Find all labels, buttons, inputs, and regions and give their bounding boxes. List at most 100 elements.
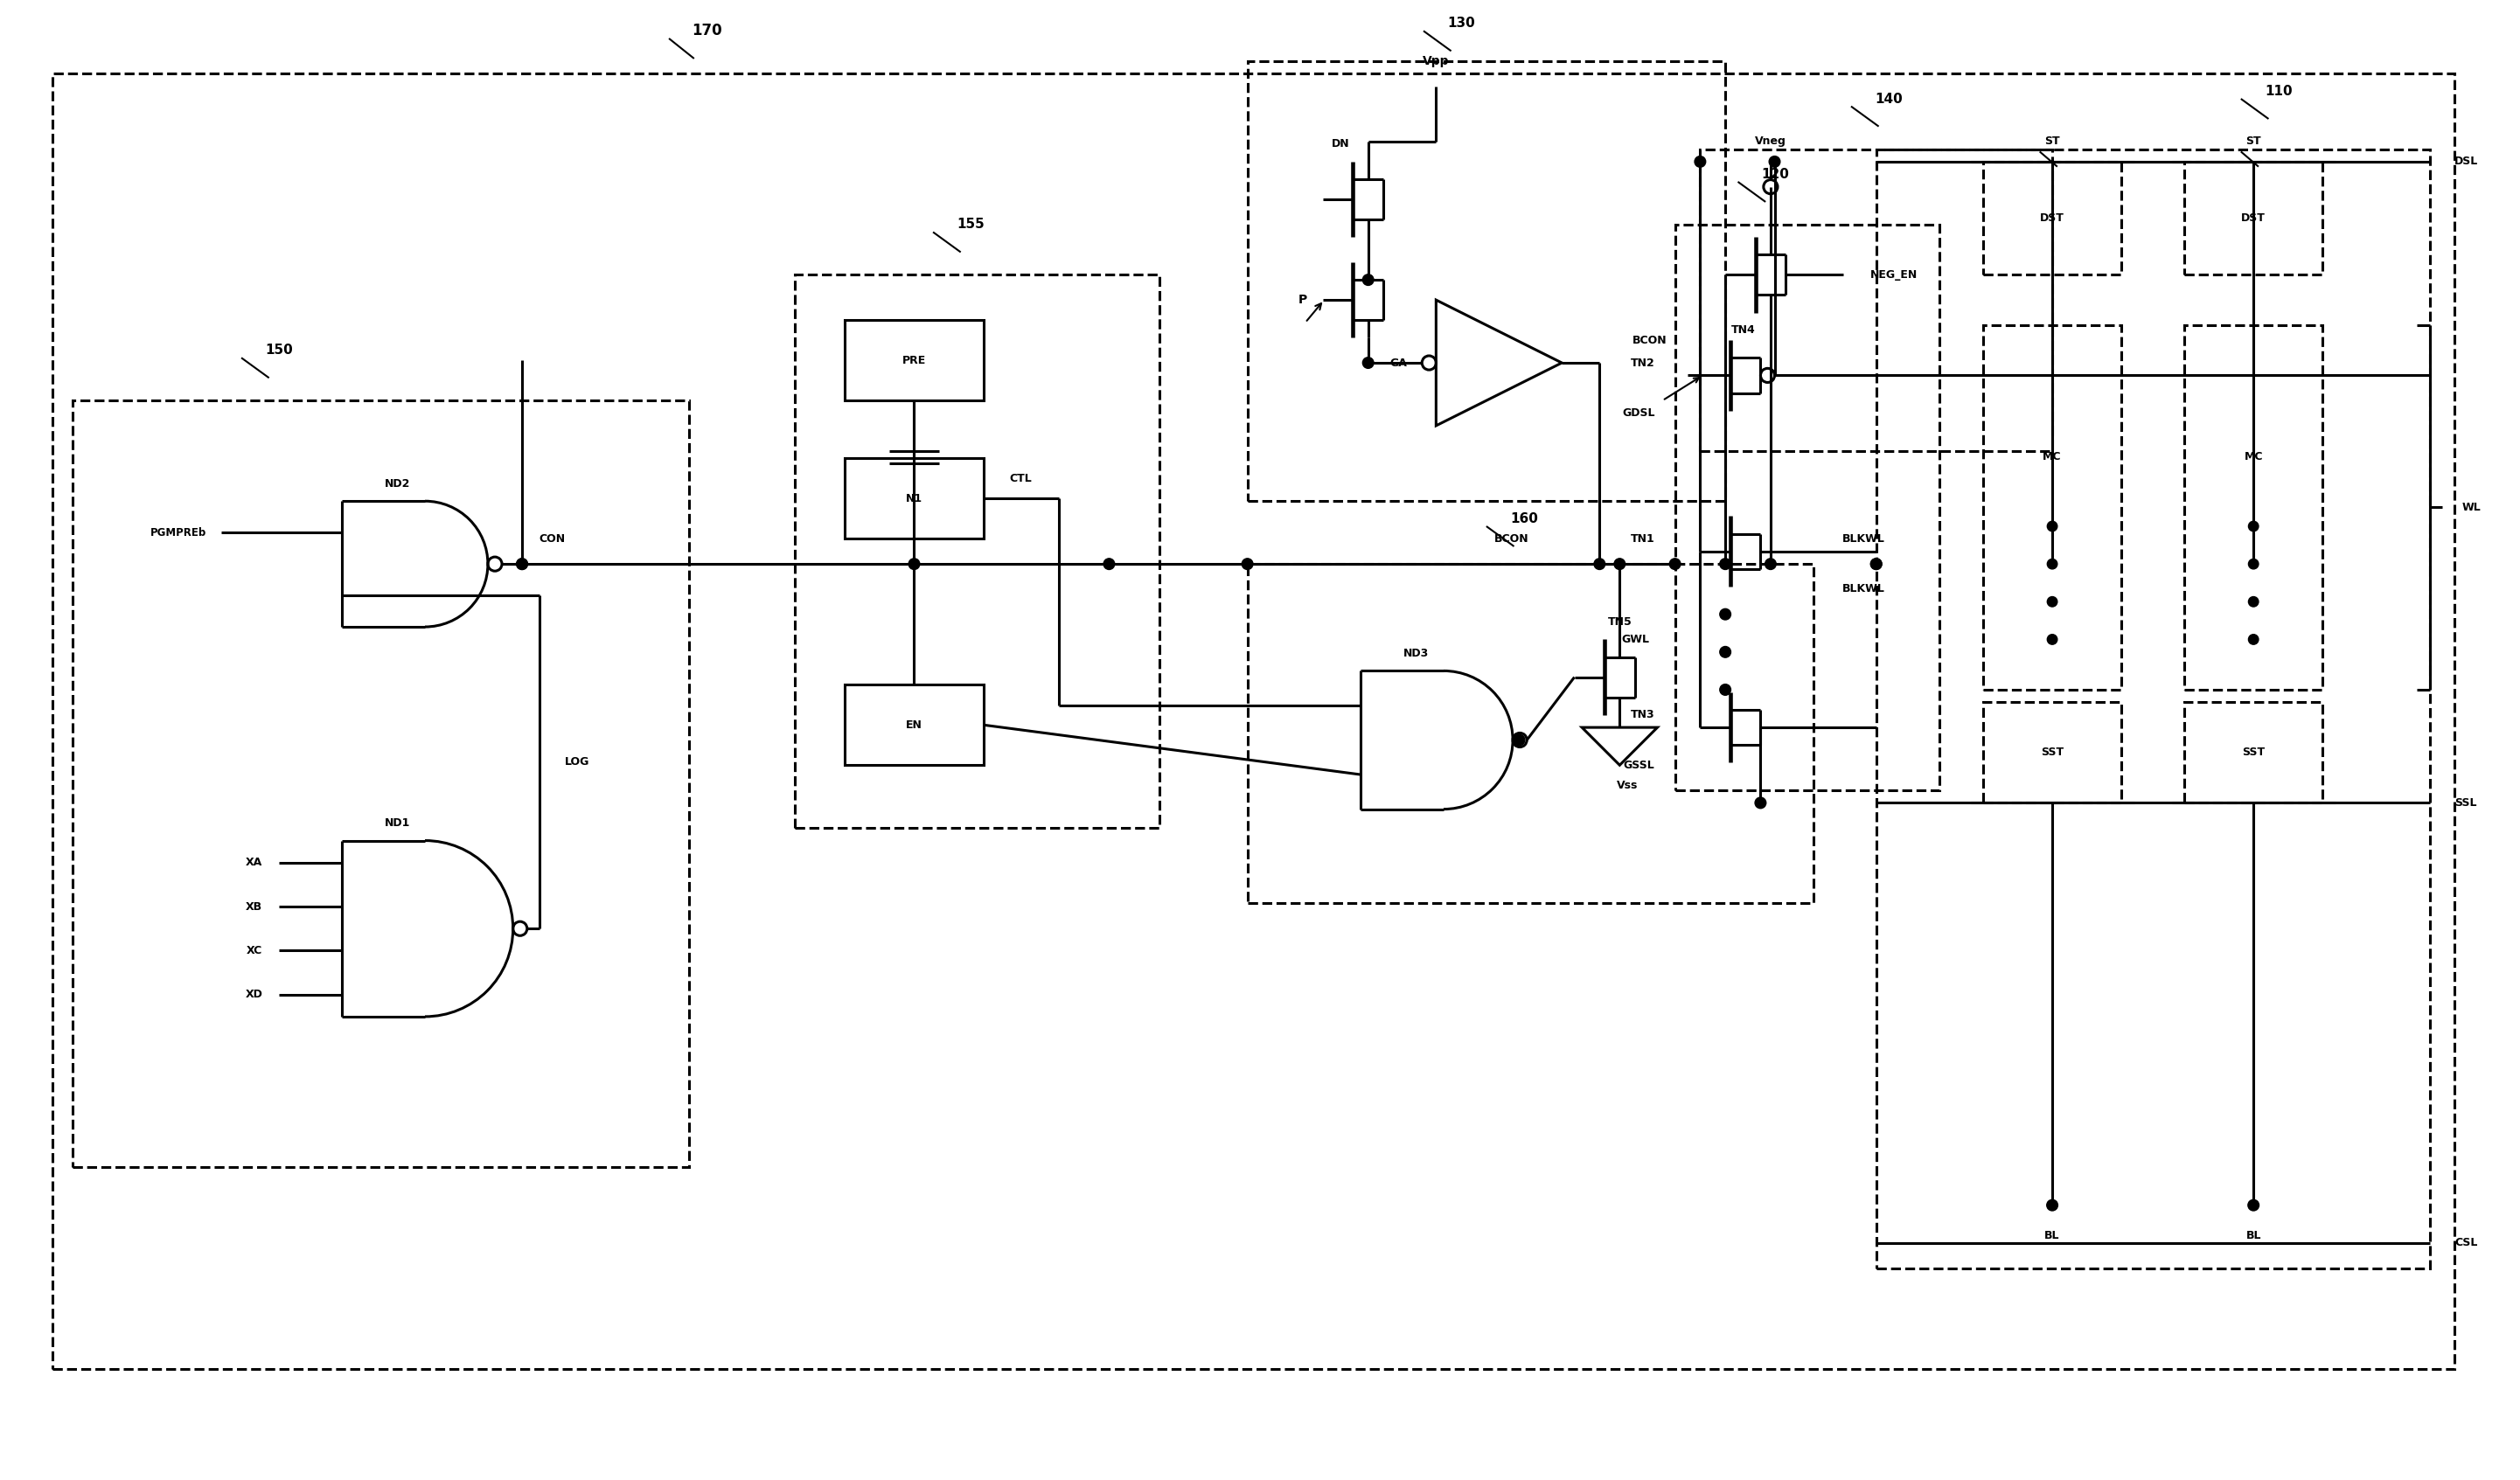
Circle shape (1104, 558, 1114, 570)
Text: BLKWL: BLKWL (1842, 533, 1885, 545)
Text: XD: XD (244, 989, 262, 1000)
Bar (794, 275, 1159, 827)
Text: BL: BL (2245, 1230, 2260, 1242)
Bar (2185, 703, 2323, 802)
Bar (2185, 161, 2323, 275)
Circle shape (2046, 635, 2056, 644)
Circle shape (1870, 558, 1882, 570)
Text: 110: 110 (2265, 84, 2293, 98)
Circle shape (2046, 596, 2056, 607)
Text: 155: 155 (958, 218, 985, 231)
Circle shape (1719, 608, 1731, 620)
Circle shape (1515, 734, 1525, 746)
Text: BCON: BCON (1494, 533, 1530, 545)
Text: 140: 140 (1875, 92, 1903, 105)
Text: SST: SST (2041, 747, 2064, 758)
Circle shape (1363, 357, 1373, 369)
Text: XC: XC (247, 944, 262, 956)
Circle shape (1719, 647, 1731, 657)
Circle shape (1242, 558, 1252, 570)
Bar (1676, 225, 1938, 790)
Bar (1983, 703, 2122, 802)
Text: BLKWL: BLKWL (1842, 583, 1885, 595)
Text: CSL: CSL (2454, 1237, 2477, 1249)
Circle shape (1363, 274, 1373, 286)
Circle shape (1668, 558, 1681, 570)
Text: MC: MC (2245, 451, 2263, 463)
Text: Vss: Vss (1615, 780, 1638, 790)
Text: SST: SST (2243, 747, 2265, 758)
Text: BL: BL (2044, 1230, 2059, 1242)
Circle shape (1870, 558, 1882, 570)
Text: DST: DST (2240, 213, 2265, 223)
Text: DST: DST (2041, 213, 2064, 223)
Bar (844, 459, 983, 539)
Text: CON: CON (539, 533, 564, 545)
Text: TN3: TN3 (1630, 709, 1656, 721)
Text: XA: XA (244, 857, 262, 869)
Text: N1: N1 (905, 493, 922, 505)
Bar (1247, 61, 1726, 502)
Circle shape (1615, 558, 1625, 570)
Circle shape (2248, 521, 2258, 531)
Circle shape (2248, 596, 2258, 607)
Bar (844, 685, 983, 765)
Text: PGMPREb: PGMPREb (151, 527, 207, 539)
Text: XB: XB (244, 901, 262, 912)
Text: EN: EN (905, 719, 922, 731)
Circle shape (1769, 155, 1779, 167)
Text: GSSL: GSSL (1623, 759, 1656, 771)
Text: ND2: ND2 (386, 478, 411, 490)
Circle shape (1754, 798, 1767, 808)
Text: Vpp: Vpp (1424, 55, 1449, 67)
Text: LOG: LOG (564, 756, 590, 768)
Circle shape (2046, 521, 2056, 531)
Bar (2185, 326, 2323, 690)
Bar (1701, 149, 2051, 451)
Circle shape (910, 558, 920, 570)
Text: DN: DN (1331, 138, 1351, 149)
Bar (1877, 149, 2429, 1268)
Text: ST: ST (2044, 136, 2059, 147)
Text: CTL: CTL (1011, 472, 1033, 484)
Text: NEG_EN: NEG_EN (1870, 269, 1918, 281)
Bar (53, 74, 2454, 1369)
Text: 130: 130 (1446, 16, 1474, 30)
Text: GWL: GWL (1623, 633, 1651, 645)
Text: PRE: PRE (902, 355, 925, 366)
Circle shape (2046, 559, 2056, 568)
Text: Vneg: Vneg (1754, 136, 1787, 147)
Text: ND3: ND3 (1404, 648, 1429, 659)
Circle shape (517, 558, 527, 570)
Text: MC: MC (2044, 451, 2061, 463)
Circle shape (1595, 558, 1605, 570)
Text: P: P (1298, 295, 1308, 306)
Text: BCON: BCON (1633, 334, 1668, 346)
Text: SSL: SSL (2454, 798, 2477, 808)
Text: TN2: TN2 (1630, 357, 1656, 369)
Text: 150: 150 (265, 343, 292, 357)
Bar (1983, 161, 2122, 275)
Text: WL: WL (2462, 502, 2482, 514)
Text: 170: 170 (690, 24, 721, 38)
Bar (1247, 564, 1814, 903)
Circle shape (2046, 1200, 2059, 1211)
Text: ST: ST (2245, 136, 2260, 147)
Text: 160: 160 (1509, 512, 1537, 525)
Text: TN5: TN5 (1608, 616, 1633, 628)
Text: 120: 120 (1761, 167, 1789, 181)
Text: TN4: TN4 (1731, 324, 1754, 336)
Circle shape (2248, 1200, 2258, 1211)
Text: DSL: DSL (2454, 155, 2480, 167)
Text: ND1: ND1 (386, 817, 411, 829)
Bar (73, 401, 688, 1168)
Text: GDSL: GDSL (1623, 407, 1656, 419)
Circle shape (2248, 635, 2258, 644)
Circle shape (517, 558, 527, 570)
Circle shape (1719, 684, 1731, 696)
Circle shape (1764, 558, 1777, 570)
Bar (1983, 326, 2122, 690)
Circle shape (2248, 559, 2258, 568)
Text: TN1: TN1 (1630, 533, 1656, 545)
Text: GA: GA (1389, 357, 1406, 369)
